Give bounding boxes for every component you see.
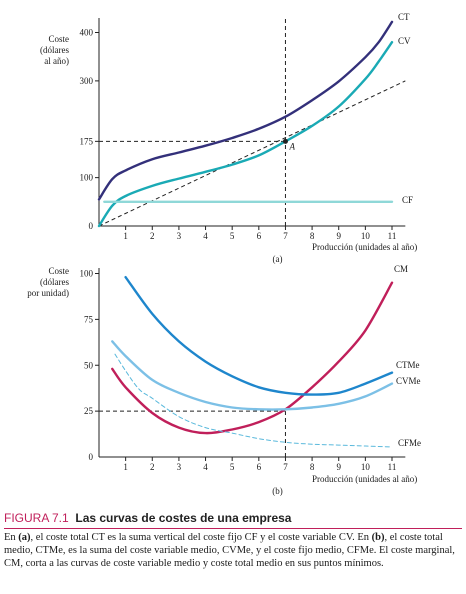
figure-caption-text: En (a), el coste total CT es la suma ver… — [4, 531, 462, 570]
x-tick-label: 7 — [283, 462, 288, 472]
series-label-ctme: CTMe — [396, 360, 420, 370]
y-axis-label: por unidad) — [27, 288, 69, 298]
x-tick-label: 1 — [123, 231, 128, 241]
x-axis-label: Producción (unidades al año) — [312, 242, 417, 252]
y-tick-label: 50 — [84, 360, 94, 370]
y-tick-label: 0 — [89, 221, 94, 231]
figure-caption-title: FIGURA 7.1 Las curvas de costes de una e… — [4, 511, 462, 525]
caption-text-part: En — [4, 532, 19, 543]
series-label-cv: CV — [398, 36, 411, 46]
series-label-cfme: CFMe — [398, 438, 421, 448]
x-axis-label: Producción (unidades al año) — [312, 474, 417, 484]
point-a-marker — [282, 138, 288, 144]
x-tick-label: 8 — [310, 231, 315, 241]
figure-label: FIGURA 7.1 — [4, 511, 69, 525]
caption-bold-part: (a) — [18, 532, 31, 543]
x-tick-label: 3 — [177, 231, 182, 241]
dashed-ray-line — [98, 80, 406, 227]
y-tick-label: 100 — [80, 173, 94, 183]
y-tick-label: 75 — [84, 314, 94, 324]
series-label-cf: CF — [402, 195, 413, 205]
x-tick-label: 9 — [336, 231, 341, 241]
x-tick-label: 5 — [230, 231, 235, 241]
x-tick-label: 8 — [310, 462, 315, 472]
caption-bold-part: (b) — [371, 532, 385, 543]
series-label-ct: CT — [398, 12, 410, 22]
series-line-cv — [97, 41, 394, 228]
x-tick-label: 6 — [257, 231, 262, 241]
series-line-ct — [97, 20, 394, 201]
y-axis-label: Coste — [48, 34, 69, 44]
x-tick-label: 10 — [361, 462, 371, 472]
series-label-cm: CM — [394, 264, 408, 274]
series-line-cfme — [114, 353, 393, 448]
series-label-cvme: CVMe — [396, 376, 421, 386]
x-tick-label: 2 — [150, 462, 155, 472]
x-tick-label: 11 — [388, 231, 397, 241]
panel-label: (a) — [272, 254, 282, 264]
figure-title: Las curvas de costes de una empresa — [75, 511, 292, 525]
y-axis-label: (dólares — [40, 45, 69, 55]
x-tick-label: 6 — [257, 462, 262, 472]
y-axis-label: (dólares — [40, 277, 69, 287]
x-tick-label: 2 — [150, 231, 155, 241]
caption-text-part: , el coste total CT es la suma vertical … — [30, 532, 372, 543]
x-tick-label: 7 — [283, 231, 288, 241]
y-axis-label: Coste — [48, 266, 69, 276]
x-tick-label: 4 — [203, 462, 208, 472]
y-tick-label: 175 — [80, 136, 94, 146]
x-tick-label: 4 — [203, 231, 208, 241]
point-a-label: A — [288, 141, 295, 151]
x-tick-label: 10 — [361, 231, 371, 241]
y-tick-label: 400 — [80, 28, 94, 38]
caption-divider — [4, 528, 462, 529]
y-axis-label: al año) — [44, 56, 69, 66]
x-tick-label: 5 — [230, 462, 235, 472]
series-line-ctme — [124, 276, 394, 396]
y-tick-label: 300 — [80, 76, 94, 86]
y-tick-label: 25 — [84, 406, 94, 416]
y-tick-label: 0 — [89, 452, 94, 462]
panel-label: (b) — [272, 486, 283, 496]
series-line-cvme — [111, 340, 394, 411]
x-tick-label: 11 — [388, 462, 397, 472]
x-tick-label: 1 — [123, 462, 128, 472]
x-tick-label: 9 — [336, 462, 341, 472]
series-line-cm — [111, 281, 394, 435]
caption-text-part: , el coste total medio, CTMe, es la suma… — [4, 532, 455, 569]
x-tick-label: 3 — [177, 462, 182, 472]
y-tick-label: 100 — [80, 269, 94, 279]
